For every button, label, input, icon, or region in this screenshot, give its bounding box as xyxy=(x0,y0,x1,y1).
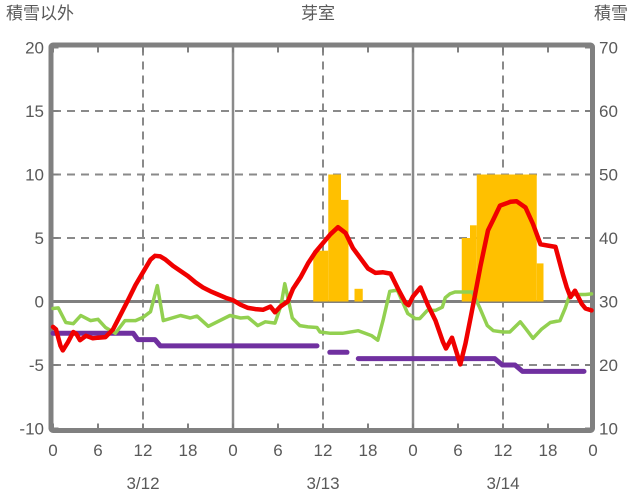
left-axis-title: 積雪以外 xyxy=(6,4,74,23)
left-axis-tick-label: -5 xyxy=(29,356,44,375)
x-axis-tick-label: 18 xyxy=(359,441,378,460)
left-axis-tick-label: 20 xyxy=(25,39,44,58)
right-axis-tick-label: 50 xyxy=(599,166,618,185)
date-label: 3/12 xyxy=(126,474,159,493)
x-axis-tick-label: 6 xyxy=(273,441,282,460)
x-axis-tick-label: 12 xyxy=(494,441,513,460)
purple-line xyxy=(355,356,587,374)
green-line xyxy=(51,281,594,342)
date-label: 3/14 xyxy=(486,474,519,493)
x-axis-tick-label: 18 xyxy=(179,441,198,460)
left-axis-tick-label: 0 xyxy=(35,293,44,312)
date-label: 3/13 xyxy=(306,474,339,493)
chart-title: 芽室 xyxy=(301,4,335,23)
right-axis-title: 積雪 xyxy=(594,4,628,23)
purple-line xyxy=(50,330,320,349)
right-axis-tick-label: 10 xyxy=(599,420,618,439)
right-axis-tick-label: 30 xyxy=(599,293,618,312)
x-axis-tick-label: 6 xyxy=(93,441,102,460)
x-axis-tick-label: 18 xyxy=(539,441,558,460)
right-axis-tick-label: 40 xyxy=(599,229,618,248)
x-axis-tick-label: 0 xyxy=(408,441,417,460)
orange-bar xyxy=(470,225,477,302)
plot-frame xyxy=(48,42,595,433)
x-axis-tick-label: 0 xyxy=(48,441,57,460)
left-axis-tick-label: -10 xyxy=(19,420,44,439)
orange-bar xyxy=(461,238,470,302)
left-axis-tick-label: 5 xyxy=(35,229,44,248)
x-axis-tick-label: 12 xyxy=(314,441,333,460)
x-axis-tick-label: 0 xyxy=(588,441,597,460)
orange-bar xyxy=(328,174,341,302)
left-axis-tick-label: 10 xyxy=(25,166,44,185)
orange-bar xyxy=(313,250,329,302)
orange-bar xyxy=(341,199,349,302)
right-axis-tick-label: 60 xyxy=(599,102,618,121)
x-axis-tick-label: 0 xyxy=(228,441,237,460)
right-axis-tick-label: 20 xyxy=(599,356,618,375)
left-axis-tick-label: 15 xyxy=(25,102,44,121)
red-line xyxy=(50,198,594,367)
right-axis-tick-label: 70 xyxy=(599,39,618,58)
orange-bar xyxy=(536,263,544,302)
orange-bar xyxy=(354,288,363,302)
x-axis-tick-label: 6 xyxy=(453,441,462,460)
x-axis-tick-label: 12 xyxy=(134,441,153,460)
